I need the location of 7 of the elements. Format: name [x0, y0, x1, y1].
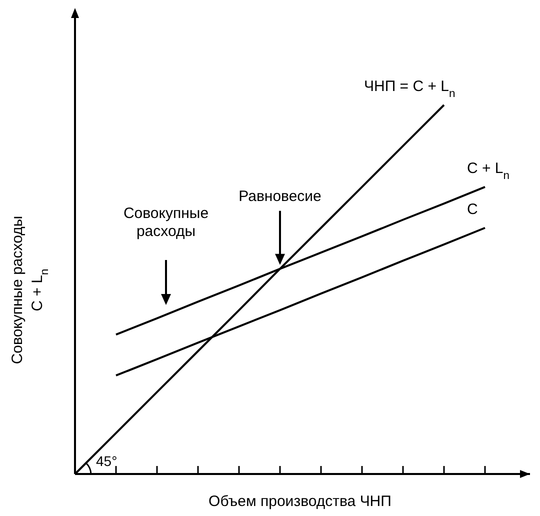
annotation: Равновесие — [238, 188, 322, 205]
series-label: ЧНП = C + L$_{n}$ — [364, 78, 456, 100]
annotation: Совокупные расходы — [123, 205, 209, 240]
series-label: C — [467, 200, 478, 218]
annotation: 45° — [96, 453, 118, 469]
series-label: C + L$_{n}$ — [467, 160, 510, 182]
x-axis-title: Объем производства ЧНП — [208, 493, 392, 510]
